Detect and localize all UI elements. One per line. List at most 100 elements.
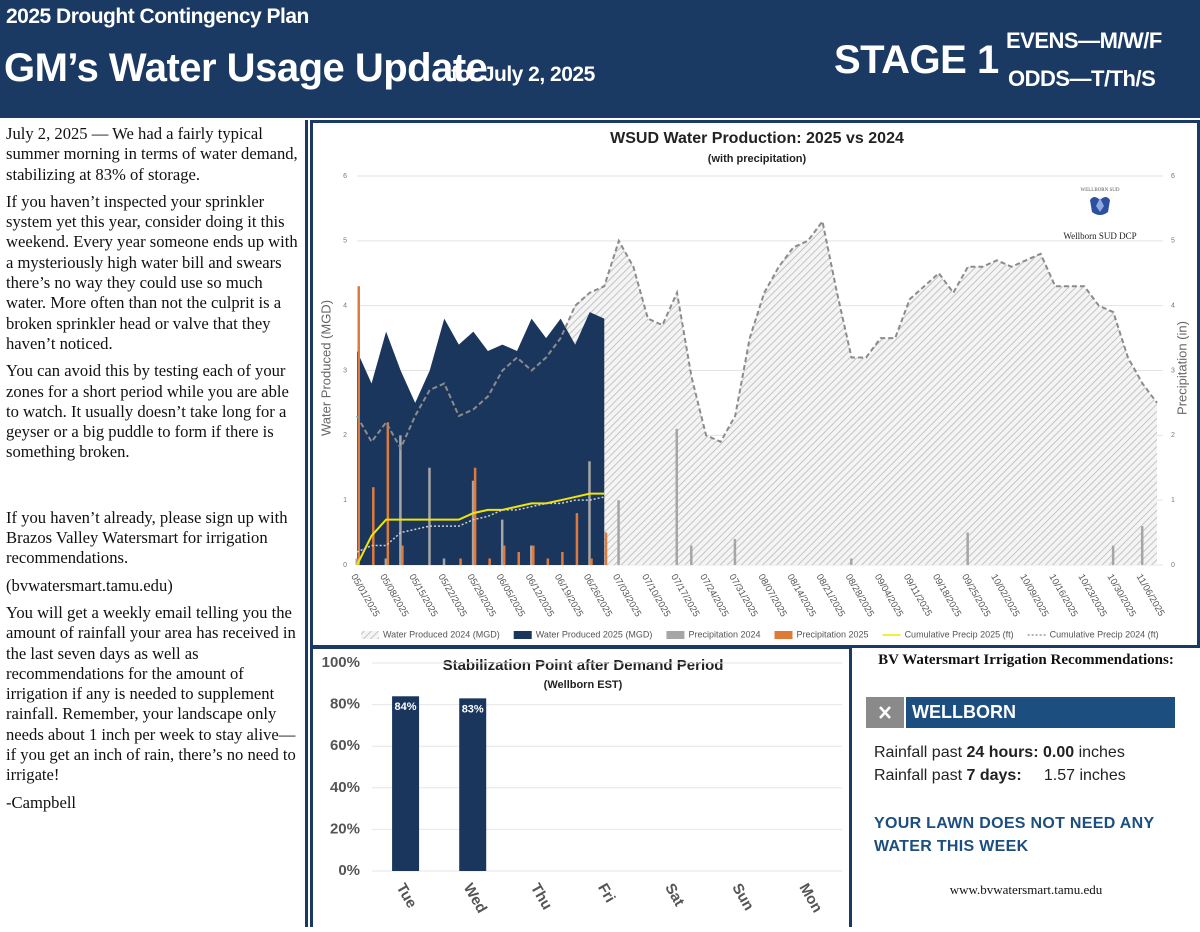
precip-bar xyxy=(966,532,969,565)
legend-item: Precipitation 2024 xyxy=(666,629,761,639)
legend-label: Cumulative Precip 2025 (ft) xyxy=(905,629,1014,639)
area-outline xyxy=(356,218,1158,451)
precip-bar xyxy=(617,500,620,565)
x-tick-label: 06/19/2025 xyxy=(552,572,585,619)
precip-bar xyxy=(561,552,564,565)
x-tick-label: 09/11/2025 xyxy=(901,572,934,618)
chart-subtitle: (Wellborn EST) xyxy=(544,679,623,691)
x-tick-label: 07/10/2025 xyxy=(639,572,672,619)
precip-bar xyxy=(471,480,475,565)
close-icon xyxy=(866,697,904,728)
legend-label: Cumulative Precip 2024 (ft) xyxy=(1050,629,1159,639)
rainfall-row: Rainfall past 7 days: 1.57 inches xyxy=(874,767,1126,785)
y-tick-label: 3 xyxy=(343,367,347,374)
precip-bar xyxy=(355,558,358,565)
y-tick-label: 40% xyxy=(330,779,360,796)
x-tick-label: 06/05/2025 xyxy=(494,572,527,619)
x-tick-label: 09/18/2025 xyxy=(930,572,963,619)
x-tick-label: Sat xyxy=(661,880,687,909)
x-tick-label: 07/17/2025 xyxy=(668,572,701,619)
precip-bar xyxy=(357,286,360,565)
area xyxy=(357,312,605,565)
article: July 2, 2025 — We had a fairly typical s… xyxy=(0,120,308,927)
x-tick-label: 06/12/2025 xyxy=(523,572,556,619)
paragraph: You can avoid this by testing each of yo… xyxy=(6,361,289,462)
legend-item: Cumulative Precip 2024 (ft) xyxy=(1027,629,1159,639)
x-tick-label: Tue xyxy=(393,880,421,911)
legend-item: Cumulative Precip 2025 (ft) xyxy=(882,629,1014,639)
row-prefix: Rainfall past xyxy=(874,744,963,761)
areas xyxy=(357,221,1157,565)
precip-bar xyxy=(401,545,404,565)
x-tick-label: 05/15/2025 xyxy=(406,572,439,619)
panel-title: BV Watersmart Irrigation Recommendations… xyxy=(878,652,1174,668)
rainfall-row: Rainfall past 24 hours: 0.00 inches xyxy=(874,744,1125,762)
x-tick-label: 10/09/2025 xyxy=(1017,572,1050,619)
y2-tick-label: 0 xyxy=(1171,562,1175,569)
x-tick-label: Thu xyxy=(527,880,555,912)
date: for July 2, 2025 xyxy=(451,63,595,86)
x-tick-label: 11/06/2025 xyxy=(1134,572,1167,618)
row-prefix: Rainfall past xyxy=(874,767,963,784)
precip-bar xyxy=(733,539,737,565)
kicker: 2025 Drought Contingency Plan xyxy=(6,5,309,28)
value-label: 84% xyxy=(395,701,417,713)
precip-bar xyxy=(502,545,506,565)
x-tick-label: 08/07/2025 xyxy=(755,572,788,619)
chart-subtitle: (with precipitation) xyxy=(708,153,807,165)
x-tick-label: 06/26/2025 xyxy=(581,572,614,619)
paragraph: July 2, 2025 — We had a fairly typical s… xyxy=(6,124,298,184)
precip-bar xyxy=(488,558,491,565)
paragraph: If you haven’t already, please sign up w… xyxy=(6,507,288,568)
row-unit: inches xyxy=(1078,744,1125,761)
precip-bar xyxy=(442,558,446,565)
legend-item: Water Produced 2025 (MGD) xyxy=(513,629,652,639)
precip-bar xyxy=(546,558,550,565)
y2-tick-label: 6 xyxy=(1171,173,1175,180)
title: GM’s Water Usage Update xyxy=(4,46,488,90)
legend-item: Precipitation 2025 xyxy=(774,629,869,639)
x-tick-label: Sun xyxy=(728,880,757,913)
precip-bar xyxy=(1111,545,1115,565)
signature: -Campbell xyxy=(6,792,77,812)
x-tick-label: 10/02/2025 xyxy=(988,572,1021,619)
y2-tick-label: 3 xyxy=(1171,367,1175,374)
y2-tick-label: 2 xyxy=(1171,432,1175,439)
y2-tick-label: 5 xyxy=(1171,238,1175,245)
line xyxy=(356,496,605,553)
bars xyxy=(355,286,1144,565)
precip-bar xyxy=(459,558,462,565)
stage: STAGE 1 xyxy=(834,38,999,82)
y-tick-label: 1 xyxy=(343,497,347,504)
precip-bar xyxy=(517,552,520,565)
precip-bar xyxy=(384,558,388,565)
y2-tick-label: 1 xyxy=(1171,497,1175,504)
y-tick-label: 0 xyxy=(343,562,347,569)
row-period: 7 days: xyxy=(966,767,1022,784)
paragraph: You will get a weekly email telling you … xyxy=(6,602,296,785)
legend-swatch xyxy=(774,631,793,639)
legend-label: Water Produced 2024 (MGD) xyxy=(383,629,500,639)
logo: WELLBORN SUD Wellborn SUD DCP xyxy=(1063,188,1136,241)
x-tick-label: 05/29/2025 xyxy=(465,572,498,619)
y-tick-label: 2 xyxy=(343,432,347,439)
chart-title: Stabilization Point after Demand Period xyxy=(443,657,724,674)
precip-bar xyxy=(850,558,853,565)
precip-bar xyxy=(372,487,375,565)
legend-label: Precipitation 2025 xyxy=(797,629,869,639)
legend-swatch xyxy=(513,631,532,639)
bar xyxy=(459,698,487,871)
url: www.bvwatersmart.tamu.edu xyxy=(949,882,1103,897)
precip-bar xyxy=(428,467,431,565)
legend-swatch xyxy=(666,631,685,639)
x-tick-label: 07/24/2025 xyxy=(697,572,730,619)
row-period: 24 hours: xyxy=(966,744,1039,761)
y-tick-label: 80% xyxy=(330,696,360,713)
precip-bar xyxy=(530,545,533,565)
header: 2025 Drought Contingency Plan GM’s Water… xyxy=(0,0,1200,118)
y-tick-label: 5 xyxy=(343,238,347,245)
evens: EVENS—M/W/F xyxy=(1006,28,1162,53)
x-tick-label: 05/01/2025 xyxy=(348,572,381,619)
precip-bar xyxy=(473,467,477,565)
line xyxy=(356,492,605,566)
